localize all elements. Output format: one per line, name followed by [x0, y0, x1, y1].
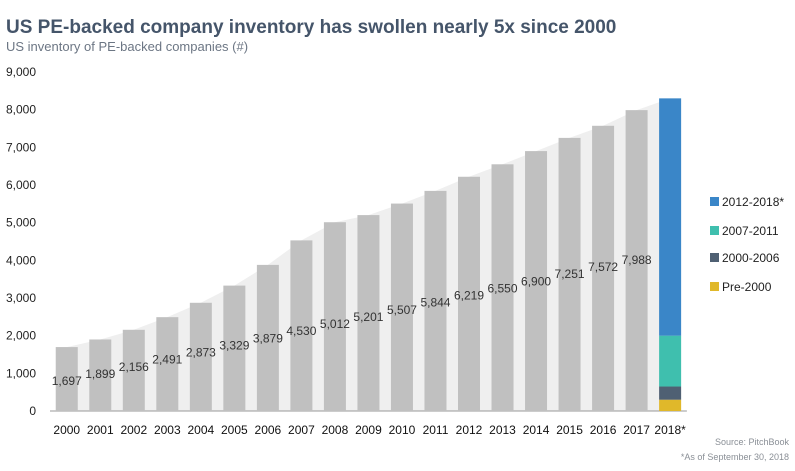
x-tick-label: 2012	[456, 423, 483, 437]
data-label: 1,697	[52, 374, 82, 388]
bar-2000	[55, 347, 78, 411]
x-tick-label: 2006	[255, 423, 282, 437]
y-tick-label: 8,000	[6, 103, 36, 117]
legend-swatch	[710, 197, 719, 206]
bar-2010	[390, 203, 413, 411]
stack-segment-2007-2011	[659, 335, 682, 387]
stack-segment-2000-2006	[659, 386, 682, 400]
data-label: 6,219	[454, 289, 484, 303]
x-tick-label: 2010	[389, 423, 416, 437]
data-label: 2,156	[119, 360, 149, 374]
bar-2008	[323, 222, 346, 411]
bar-2016	[592, 125, 615, 412]
date-note: *As of September 30, 2018	[680, 452, 789, 462]
x-tick-label: 2007	[288, 423, 315, 437]
data-label: 7,988	[622, 253, 652, 267]
x-tick-label: 2016	[590, 423, 617, 437]
data-label: 7,572	[588, 260, 618, 274]
x-tick-label: 2001	[87, 423, 114, 437]
legend-swatch	[710, 282, 719, 291]
x-tick-label: 2002	[120, 423, 147, 437]
y-tick-label: 4,000	[6, 253, 36, 267]
y-tick-label: 0	[29, 404, 36, 418]
bar-2002	[122, 329, 145, 411]
bar-2001	[89, 339, 112, 411]
x-tick-label: 2018*	[654, 423, 686, 437]
bar-2011	[424, 190, 447, 411]
x-tick-label: 2011	[423, 423, 449, 437]
bar-2004	[189, 302, 212, 411]
x-tick-label: 2004	[187, 423, 214, 437]
bar-2015	[558, 137, 581, 411]
x-tick-label: 2008	[322, 423, 349, 437]
bar-2012	[458, 176, 480, 411]
chart-title: US PE-backed company inventory has swoll…	[6, 17, 617, 38]
x-tick-label: 2013	[489, 423, 516, 437]
stack-segment-pre-2000	[659, 399, 682, 411]
data-label: 7,251	[555, 267, 585, 281]
data-label: 4,530	[286, 324, 316, 338]
x-tick-label: 2000	[53, 423, 80, 437]
legend-swatch	[710, 226, 719, 235]
data-label: 2,873	[186, 346, 216, 360]
data-label: 6,900	[521, 274, 551, 288]
bar-2017	[625, 110, 648, 412]
y-tick-label: 5,000	[6, 216, 36, 230]
data-label: 5,844	[420, 296, 450, 310]
data-label: 6,550	[488, 281, 518, 295]
legend-swatch	[710, 253, 719, 262]
data-label: 5,201	[353, 310, 383, 324]
legend-label: 2007-2011	[722, 224, 779, 238]
x-tick-label: 2017	[623, 423, 650, 437]
y-tick-label: 9,000	[6, 65, 36, 79]
y-tick-label: 7,000	[6, 140, 36, 154]
bar-2006	[256, 264, 279, 411]
y-tick-label: 2,000	[6, 329, 36, 343]
bar-2005	[223, 285, 246, 411]
bar-2013	[491, 164, 514, 411]
y-tick-label: 6,000	[6, 178, 36, 192]
bar-2014	[525, 151, 548, 411]
source-note: Source: PitchBook	[714, 437, 789, 447]
chart-subtitle: US inventory of PE-backed companies (#)	[6, 39, 249, 54]
y-tick-label: 1,000	[6, 366, 36, 380]
bar-2007	[290, 240, 313, 411]
x-tick-label: 2003	[154, 423, 181, 437]
data-label: 5,507	[387, 303, 417, 317]
stack-segment-2012-2018-	[659, 98, 682, 336]
data-label: 5,012	[320, 317, 350, 331]
data-label: 1,899	[85, 367, 115, 381]
legend-label: 2000-2006	[722, 251, 780, 265]
x-tick-label: 2009	[355, 423, 382, 437]
x-tick-label: 2005	[221, 423, 248, 437]
x-tick-label: 2014	[523, 423, 550, 437]
bar-2003	[156, 317, 179, 411]
legend-label: 2012-2018*	[722, 195, 784, 209]
data-label: 3,329	[219, 338, 249, 352]
data-label: 2,491	[152, 353, 182, 367]
x-tick-label: 2015	[556, 423, 583, 437]
legend-label: Pre-2000	[722, 280, 772, 294]
y-tick-label: 3,000	[6, 291, 36, 305]
bar-2009	[357, 215, 380, 411]
data-label: 3,879	[253, 331, 283, 345]
